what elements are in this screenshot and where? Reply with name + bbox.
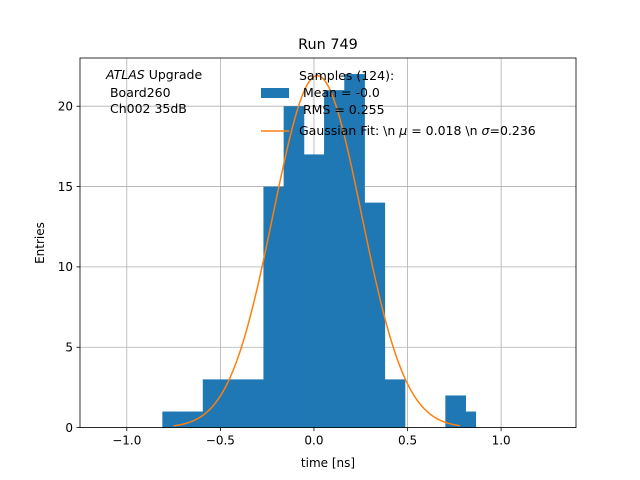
histogram-bar [222,379,244,428]
histogram-bar [384,379,406,428]
legend-hist-label-line-1: Samples (124): [299,68,394,83]
atlas-word: ATLAS [105,67,145,82]
legend: Samples (124): Mean = -0.0 RMS = 0.255 G… [261,68,536,138]
x-axis-label: time [ns] [301,456,355,470]
y-tick-label: 15 [58,180,73,194]
histogram-bar [182,411,204,428]
legend-fit-prefix: Gaussian Fit: \n [299,123,399,138]
x-tick-label: −0.5 [206,434,235,448]
gaussian-fit-curve [173,74,461,427]
legend-fit-mu-symbol: μ [398,123,407,138]
histogram-bar [243,379,264,428]
y-axis-label: Entries [33,222,47,264]
legend-hist-swatch [261,88,289,98]
y-tick-label: 10 [58,260,73,274]
legend-fit-label: Gaussian Fit: \n μ = 0.018 \n σ=0.236 [299,123,536,138]
histogram-bar [303,154,325,428]
axis-ticks: −1.0 −0.5 0.0 0.5 1.0 0 5 10 15 20 [58,100,511,448]
y-tick-label: 0 [65,421,73,435]
histogram-bar [455,411,477,428]
histogram-bar [283,106,305,428]
histogram-bar [364,202,386,428]
atlas-annotation: ATLAS Upgrade Board260 Ch002 35dB [105,67,202,116]
x-tick-label: −1.0 [112,434,141,448]
legend-fit-end: =0.236 [489,123,535,138]
legend-fit-sigma-symbol: σ [482,123,491,138]
histogram-bar [263,186,285,428]
plot-frame [79,57,577,429]
histogram-bar [202,379,224,428]
y-tick-label: 20 [58,100,73,114]
legend-hist-label-line-2: Mean = -0.0 [299,85,380,100]
annotation-line-2: Board260 [106,85,171,100]
x-tick-label: 0.0 [304,434,323,448]
histogram-bar [344,74,365,428]
histogram-bars [162,74,477,428]
x-tick-label: 0.5 [398,434,417,448]
chart-title: Run 749 [298,37,358,53]
x-tick-label: 1.0 [492,434,511,448]
legend-fit-mid: = 0.018 \n [407,123,481,138]
histogram-bar [162,411,183,428]
legend-hist-label-line-3: RMS = 0.255 [299,102,385,117]
y-tick-label: 5 [65,341,73,355]
annotation-line-3: Ch002 35dB [106,101,187,116]
upgrade-word: Upgrade [145,67,203,82]
histogram-bar [324,90,345,428]
annotation-line-1: ATLAS Upgrade [105,67,202,82]
